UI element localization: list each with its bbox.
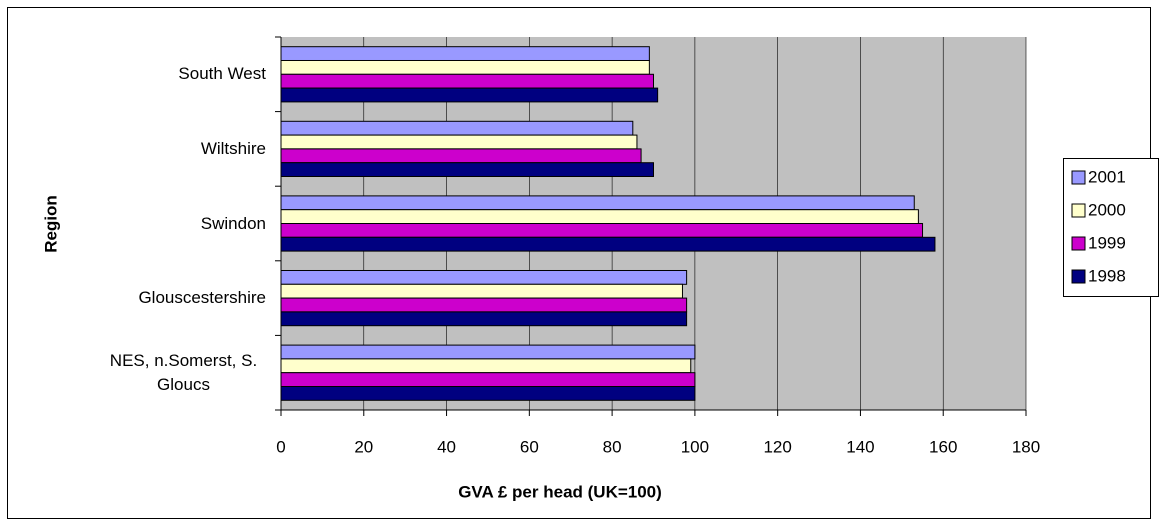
legend-label: 2000 [1088, 200, 1126, 219]
y-tick-label: NES, n.Somerst, S. Gloucs [109, 350, 258, 394]
bar [280, 59, 650, 75]
bar [280, 209, 919, 225]
bar [280, 223, 924, 238]
legend-label: 2001 [1088, 167, 1126, 186]
bar [280, 269, 688, 285]
x-tick-label: 100 [681, 437, 709, 456]
x-axis-label: GVA £ per head (UK=100) [458, 482, 662, 501]
x-tick-label: 140 [846, 437, 874, 456]
bar [280, 386, 696, 401]
bar [280, 283, 683, 299]
legend-swatch [1071, 170, 1086, 185]
x-tick-label: 180 [1012, 437, 1040, 456]
bar [280, 372, 696, 388]
bar [280, 87, 659, 103]
y-tick-label: South West [178, 64, 266, 84]
x-tick-label: 20 [354, 437, 373, 456]
legend-swatch [1071, 236, 1086, 251]
bar [280, 297, 688, 313]
bar [280, 195, 915, 211]
bar [280, 73, 654, 89]
y-tick-label: Swindon [200, 213, 266, 233]
y-axis-label: Region [41, 195, 60, 253]
bar [280, 46, 650, 61]
x-tick-label: 60 [520, 437, 539, 456]
bar [280, 236, 936, 252]
y-tick-label: Glouscestershire [138, 288, 266, 308]
y-tick-label: Wiltshire [200, 138, 266, 158]
x-tick-label: 0 [276, 437, 285, 456]
legend-swatch [1071, 269, 1086, 284]
bar [280, 162, 654, 178]
legend-label: 1999 [1088, 233, 1126, 252]
x-tick-label: 40 [437, 437, 456, 456]
x-tick-label: 120 [763, 437, 791, 456]
legend-label: 1998 [1088, 266, 1126, 285]
bar [280, 311, 688, 327]
bar [280, 358, 692, 374]
bar [280, 344, 696, 360]
legend-swatch [1071, 203, 1086, 218]
bar [280, 120, 634, 136]
bar [280, 134, 638, 150]
x-tick-label: 160 [929, 437, 957, 456]
bar [280, 148, 642, 164]
x-tick-label: 80 [603, 437, 622, 456]
